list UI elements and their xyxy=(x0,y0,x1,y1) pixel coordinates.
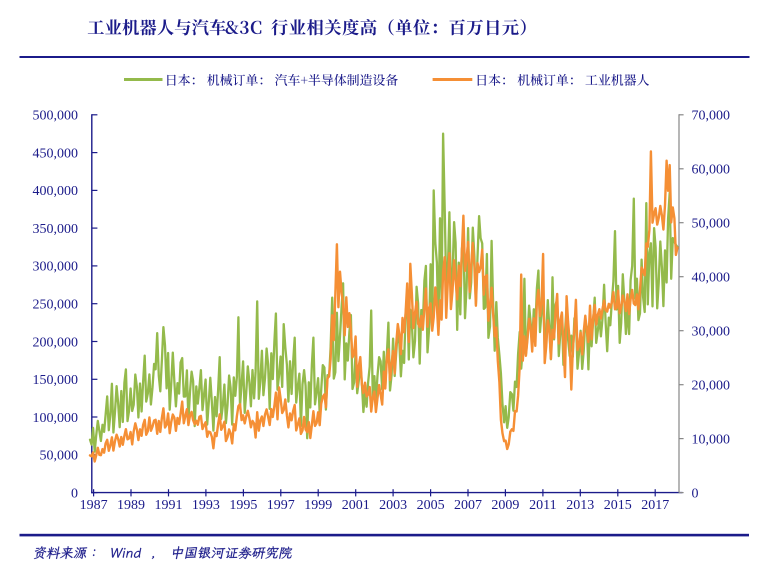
svg-text:200,000: 200,000 xyxy=(33,335,79,350)
svg-text:0: 0 xyxy=(71,486,78,501)
svg-text:1997: 1997 xyxy=(267,498,295,513)
svg-text:2007: 2007 xyxy=(454,498,482,513)
svg-text:2005: 2005 xyxy=(417,498,445,513)
svg-text:2011: 2011 xyxy=(529,498,556,513)
svg-text:50,000: 50,000 xyxy=(692,217,731,232)
svg-text:350,000: 350,000 xyxy=(33,222,79,237)
svg-text:20,000: 20,000 xyxy=(692,379,731,394)
svg-text:2001: 2001 xyxy=(342,498,370,513)
svg-text:150,000: 150,000 xyxy=(33,373,79,388)
svg-text:30,000: 30,000 xyxy=(692,325,731,340)
svg-text:1991: 1991 xyxy=(155,498,183,513)
svg-text:2009: 2009 xyxy=(491,498,519,513)
svg-text:300,000: 300,000 xyxy=(33,260,79,275)
svg-text:50,000: 50,000 xyxy=(40,449,79,464)
svg-text:450,000: 450,000 xyxy=(33,146,79,161)
svg-text:40,000: 40,000 xyxy=(692,271,731,286)
svg-text:2017: 2017 xyxy=(641,498,669,513)
svg-text:70,000: 70,000 xyxy=(692,109,731,124)
svg-text:0: 0 xyxy=(692,486,699,501)
svg-text:2015: 2015 xyxy=(604,498,632,513)
svg-text:100,000: 100,000 xyxy=(33,411,79,426)
svg-text:1999: 1999 xyxy=(304,498,332,513)
svg-text:1987: 1987 xyxy=(80,498,108,513)
svg-text:2013: 2013 xyxy=(566,498,594,513)
svg-text:250,000: 250,000 xyxy=(33,298,79,313)
svg-text:1993: 1993 xyxy=(192,498,220,513)
svg-text:1989: 1989 xyxy=(117,498,145,513)
svg-text:1995: 1995 xyxy=(229,498,257,513)
svg-text:400,000: 400,000 xyxy=(33,184,79,199)
svg-text:10,000: 10,000 xyxy=(692,432,731,447)
svg-text:60,000: 60,000 xyxy=(692,163,731,178)
svg-text:500,000: 500,000 xyxy=(33,109,79,124)
svg-text:2003: 2003 xyxy=(379,498,407,513)
